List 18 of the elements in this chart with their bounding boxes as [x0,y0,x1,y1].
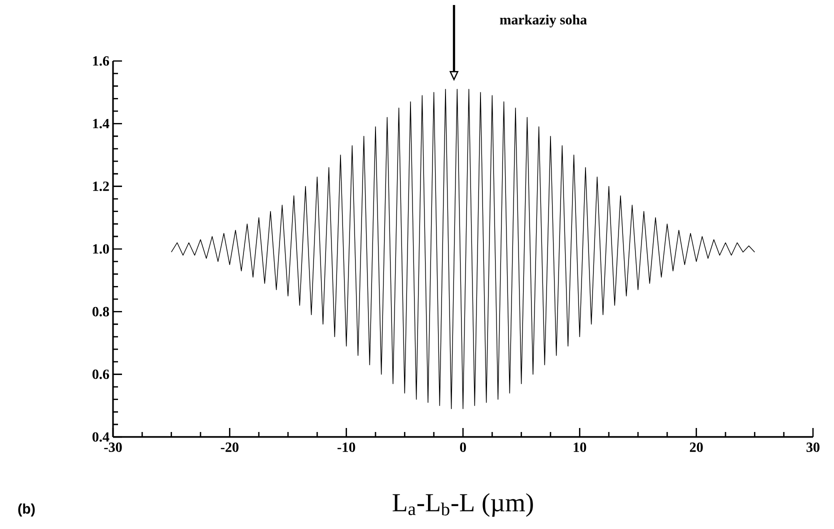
line-series [170,88,756,410]
text: (b) [18,503,35,517]
x-tick-label: -20 [220,442,238,452]
x-tick-label: 20 [690,442,703,452]
x-tick-label: -30 [104,442,122,452]
x-axis-title: L$_{a}$-L$_{b}$-L (µm) [392,493,533,517]
x-tick-label: 10 [574,442,586,452]
y-tick-label: 1.6 [93,56,110,66]
y-tick-label: 1.2 [93,182,109,192]
y-tick-label: 0.8 [92,306,110,316]
y-tick-label: 0.4 [92,432,110,442]
y-tick-label: 1.4 [93,118,110,128]
text: markaziy soha [500,14,587,28]
y-tick-label: 0.6 [92,370,110,380]
x-tick-label: 0 [460,442,466,452]
y-tick-label: 1.0 [93,244,109,254]
x-tick-label: -10 [338,442,356,452]
x-tick-label: 30 [806,442,820,452]
